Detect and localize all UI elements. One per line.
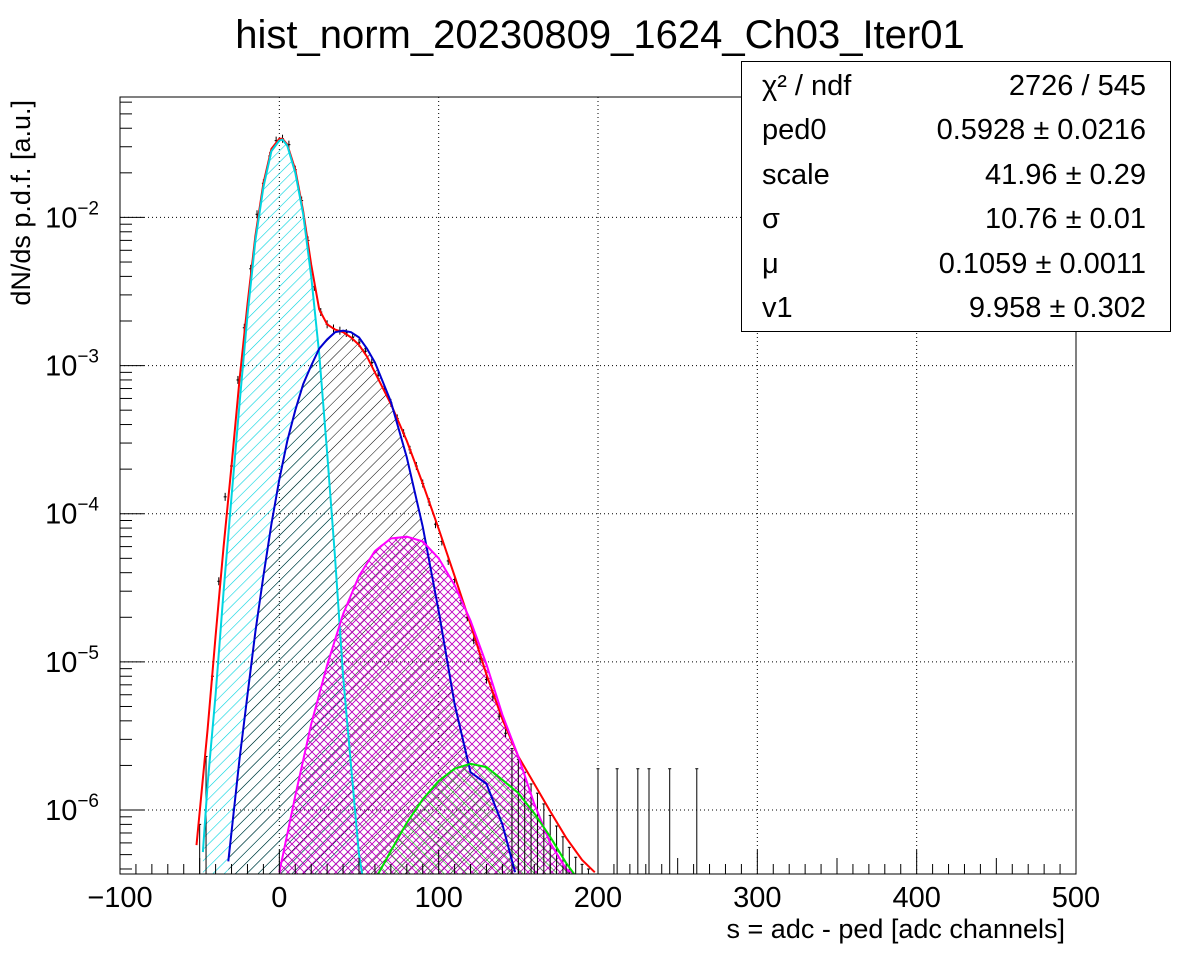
y-tick-mantissa: 10 [45,351,77,383]
x-tick-labels: −100 0 100 200 300 400 500 [87,882,1100,914]
x-tick-label: 100 [414,882,462,914]
x-axis-label: s = adc - ped [adc channels] [727,914,1065,944]
chart-title: hist_norm_20230809_1624_Ch03_Iter01 [235,13,964,57]
stats-label: v1 [762,292,793,324]
y-tick-exponent: −2 [77,198,99,219]
y-tick-label: 10−5 [45,643,99,679]
x-tick-label: −100 [87,882,152,914]
y-tick-labels: 10−210−310−410−510−6 [45,198,99,827]
stats-value: 2726 / 545 [1008,70,1146,102]
series-line-4 [377,762,575,874]
stats-label: ped0 [762,114,827,146]
y-tick-exponent: −6 [77,791,99,812]
y-tick-mantissa: 10 [45,499,77,531]
x-tick-label: 500 [1052,882,1100,914]
stats-row-v1: v1 9.958 ± 0.302 [762,292,1146,336]
fit-curves [195,137,596,874]
stats-value: 10.76 ± 0.01 [984,203,1146,235]
y-tick-mantissa: 10 [45,795,77,827]
y-tick-label: 10−6 [45,791,99,827]
y-tick-mantissa: 10 [45,647,77,679]
component-fills [202,139,575,874]
stats-label: μ [762,248,779,280]
y-tick-exponent: −4 [77,495,99,516]
stats-label: σ [762,203,780,235]
y-tick-mantissa: 10 [45,202,77,234]
stats-label: scale [762,159,830,191]
y-axis-label: dN/ds p.d.f. [a.u.] [6,100,36,306]
axis-ticks [119,101,1077,874]
y-tick-exponent: −3 [77,347,99,368]
y-tick-label: 10−4 [45,495,99,531]
stats-label: χ² / ndf [762,70,852,102]
x-tick-label: 200 [574,882,622,914]
stats-row-ped0: ped0 0.5928 ± 0.0216 [762,114,1146,158]
stats-value: 0.1059 ± 0.0011 [938,248,1146,280]
stats-row-chi2: χ² / ndf 2726 / 545 [762,70,1146,114]
series-line-2 [227,329,517,873]
stats-row-sigma: σ 10.76 ± 0.01 [762,203,1146,247]
series-line-3 [278,535,575,874]
x-tick-label: 300 [733,882,781,914]
series-line-1 [201,138,364,874]
stats-value: 41.96 ± 0.29 [984,159,1146,191]
stats-value: 9.958 ± 0.302 [968,292,1146,324]
y-tick-label: 10−2 [45,198,99,234]
stats-value: 0.5928 ± 0.0216 [936,114,1146,146]
fit-stats-box: χ² / ndf 2726 / 545 ped0 0.5928 ± 0.0216… [741,61,1171,332]
x-tick-label: 400 [892,882,940,914]
stats-row-mu: μ 0.1059 ± 0.0011 [762,248,1146,292]
y-tick-label: 10−3 [45,347,99,383]
x-tick-label: 0 [271,882,287,914]
y-tick-exponent: −5 [77,643,99,664]
stats-row-scale: scale 41.96 ± 0.29 [762,159,1146,203]
